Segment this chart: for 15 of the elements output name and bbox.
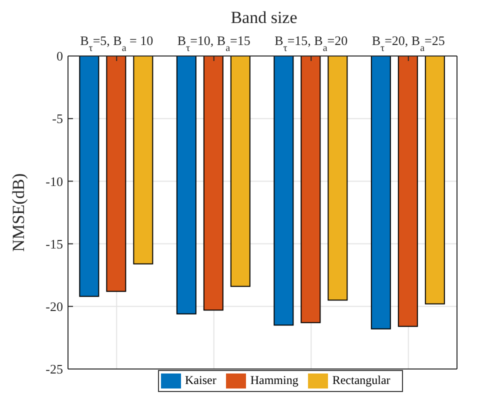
- y-tick-label: -5: [52, 111, 63, 126]
- x-tick-label: B$_{τ}$=15, B$_{a}$=20: [274, 33, 348, 54]
- y-tick-label: -15: [46, 236, 63, 252]
- x-axis-title: Band size: [230, 8, 298, 28]
- y-tick-label: -25: [46, 362, 63, 377]
- x-tick-label: B$_{τ}$=10, B$_{a}$=15: [177, 33, 250, 54]
- y-axis-title: NMSE(dB): [9, 173, 28, 252]
- x-tick-label: B$_{τ}$=20, B$_{a}$=25: [372, 33, 445, 54]
- legend-label: Hamming: [250, 372, 298, 387]
- x-tick-label: B$_{τ}$=5, B$_{a}$ = 10: [80, 33, 154, 54]
- y-tick-label: 0: [56, 48, 63, 64]
- legend-label: Kaiser: [185, 372, 216, 387]
- y-tick-label: -20: [46, 299, 63, 314]
- y-tick-label: -10: [46, 174, 63, 189]
- legend-label: Rectangular: [332, 372, 390, 387]
